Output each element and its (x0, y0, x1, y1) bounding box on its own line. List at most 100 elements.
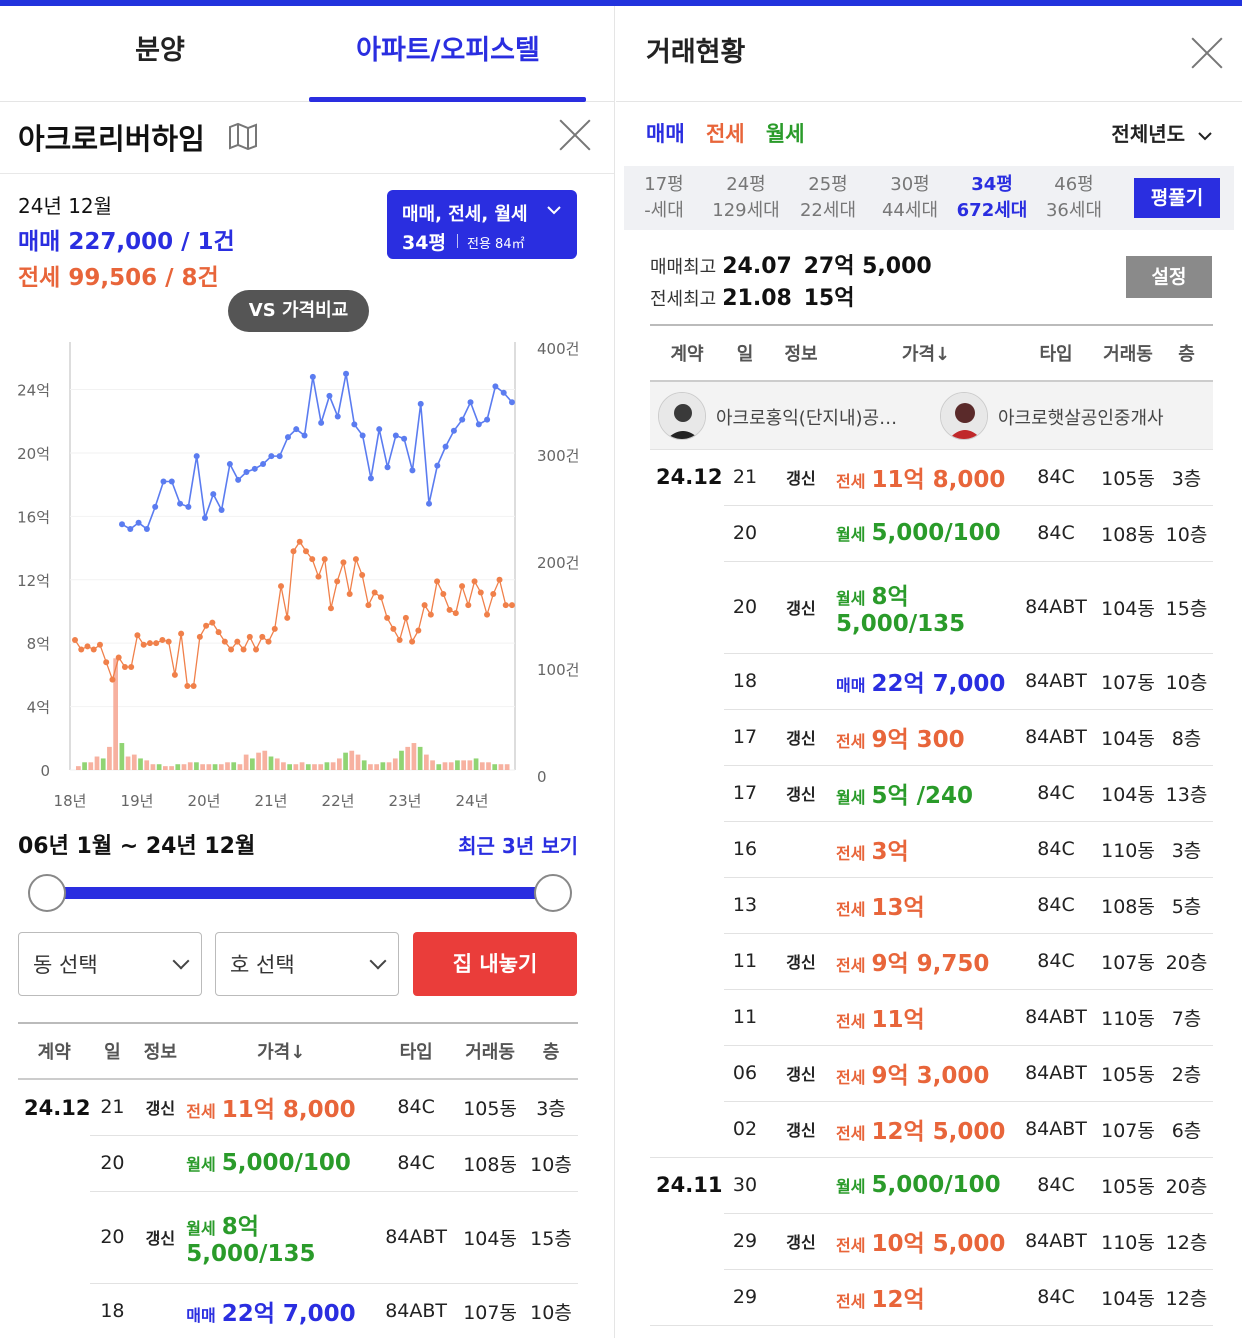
floor-cell: 20층 (1160, 933, 1213, 990)
col-price[interactable]: 가격↓ (836, 325, 1016, 382)
agent-avatar[interactable] (658, 392, 706, 440)
sale-point (484, 416, 491, 423)
table-row[interactable]: 20 월세 5,000/100 84C 108동 10층 (650, 505, 1213, 562)
table-row[interactable]: 20 월세 5,000/100 84C 108동 10층 (18, 1135, 578, 1192)
agent-name-2[interactable]: 아크로햇살공인중개사 (998, 408, 1164, 429)
slider-start-handle[interactable] (28, 874, 66, 912)
col-type[interactable]: 타입 (376, 1023, 457, 1080)
price-cell: 매매 22억 7,000 (186, 1283, 377, 1338)
selector-divider (457, 234, 458, 248)
close-icon[interactable] (558, 118, 592, 152)
table-row[interactable]: 11 갱신 전세 9억 9,750 84C 107동 20층 (650, 933, 1213, 990)
col-day[interactable]: 일 (724, 325, 766, 382)
table-row[interactable]: 18 매매 22억 7,000 84ABT 107동 10층 (18, 1283, 578, 1338)
volume-bar (131, 754, 137, 770)
table-row[interactable]: 06 갱신 전세 9억 3,000 84ABT 105동 2층 (650, 1045, 1213, 1102)
info-cell: 갱신 (766, 1045, 836, 1102)
table-row[interactable]: 11 전세 11억 84ABT 110동 7층 (650, 989, 1213, 1046)
volume-bar (194, 762, 199, 770)
size-tab[interactable]: 17평 -세대 (624, 172, 704, 224)
ho-select[interactable]: 호 선택 (215, 932, 399, 996)
size-tab[interactable]: 25평 22세대 (788, 172, 868, 224)
col-price[interactable]: 가격↓ (186, 1023, 377, 1080)
col-info[interactable]: 정보 (134, 1023, 187, 1080)
rent-point (171, 671, 178, 678)
close-icon[interactable] (1190, 36, 1224, 70)
agent-avatar[interactable] (940, 392, 988, 440)
table-row[interactable]: 24.12 21 갱신 전세 11억 8,000 84C 105동 3층 (650, 449, 1213, 506)
max-sale-date: 24.07 (722, 254, 792, 279)
col-dong[interactable]: 거래동 (1096, 325, 1160, 382)
tab-apartment[interactable]: 아파트/오피스텔 (356, 35, 540, 66)
rent-point (452, 610, 459, 617)
size-tab[interactable]: 46평 36세대 (1034, 172, 1114, 224)
period-slider[interactable] (28, 874, 572, 912)
trade-kind: 월세 (836, 1177, 866, 1196)
table-row[interactable]: 02 갱신 전세 12억 5,000 84ABT 107동 6층 (650, 1101, 1213, 1158)
volume-bar (169, 766, 174, 770)
col-dong[interactable]: 거래동 (456, 1023, 525, 1080)
type-cell: 84C (376, 1079, 457, 1136)
dong-select[interactable]: 동 선택 (18, 932, 202, 996)
vs-compare-button[interactable]: VS 가격비교 (228, 290, 369, 332)
table-row[interactable]: 29 전세 12억 84C 104동 12층 (650, 1269, 1213, 1326)
pyeong-expand-button[interactable]: 평풀기 (1134, 178, 1220, 218)
rent-point (352, 556, 359, 563)
table-row[interactable]: 16 전세 3억 84C 110동 3층 (650, 821, 1213, 878)
table-row[interactable]: 20 갱신 월세 8억 5,000/135 84ABT 104동 15층 (18, 1191, 578, 1284)
info-cell: 갱신 (134, 1191, 187, 1284)
trade-kind: 월세 (836, 589, 866, 608)
rent-point (178, 630, 185, 637)
table-row[interactable]: 24.11 30 월세 5,000/100 84C 105동 20층 (650, 1157, 1213, 1214)
volume-bar (94, 756, 100, 770)
col-contract[interactable]: 계약 (18, 1023, 91, 1080)
col-type[interactable]: 타입 (1016, 325, 1096, 382)
filter-jeonse[interactable]: 전세 (705, 122, 745, 146)
rent-point (196, 633, 203, 640)
filter-sale[interactable]: 매매 (646, 122, 685, 146)
selector-types: 매매, 전세, 월세 (402, 204, 528, 225)
slider-end-handle[interactable] (534, 874, 572, 912)
volume-bar (268, 756, 274, 770)
col-day[interactable]: 일 (90, 1023, 135, 1080)
price-cell: 월세 5,000/100 (836, 1157, 1016, 1214)
col-contract[interactable]: 계약 (650, 325, 724, 382)
settings-button[interactable]: 설정 (1126, 256, 1212, 298)
table-row[interactable]: 13 전세 13억 84C 108동 5층 (650, 877, 1213, 934)
col-floor[interactable]: 층 (1160, 325, 1213, 382)
trade-kind: 전세 (836, 1124, 866, 1143)
sale-point (284, 434, 291, 441)
size-tab[interactable]: 34평 672세대 (952, 172, 1032, 224)
volume-bar (256, 752, 261, 770)
table-row[interactable]: 18 매매 22억 7,000 84ABT 107동 10층 (650, 653, 1213, 710)
table-row[interactable]: 20 갱신 월세 8억 5,000/135 84ABT 104동 15층 (650, 561, 1213, 654)
size-tab[interactable]: 24평 129세대 (706, 172, 786, 224)
volume-bar (504, 764, 510, 770)
table-row[interactable]: 29 갱신 전세 10억 5,000 84ABT 110동 12층 (650, 1213, 1213, 1270)
table-row[interactable]: 24.12 21 갱신 전세 11억 8,000 84C 105동 3층 (18, 1079, 578, 1136)
col-floor[interactable]: 층 (524, 1023, 578, 1080)
agent-name-1[interactable]: 아크로홍익(단지내)공… (716, 408, 898, 429)
col-info[interactable]: 정보 (766, 325, 836, 382)
price-cell: 전세 13억 (836, 877, 1016, 934)
table-row[interactable]: 17 갱신 전세 9억 300 84ABT 104동 8층 (650, 709, 1213, 766)
selector-pyeong: 34평 (402, 232, 446, 254)
max-rent-label: 전세최고 (650, 289, 717, 310)
size-tab[interactable]: 30평 44세대 (870, 172, 950, 224)
type-size-selector[interactable]: 매매, 전세, 월세 34평 전용 84㎡ (387, 190, 577, 259)
filter-wolse[interactable]: 월세 (765, 122, 805, 146)
tab-presale[interactable]: 분양 (135, 35, 185, 66)
volume-bar (293, 764, 299, 770)
max-sale-row: 매매최고 24.07 27억 5,000 (650, 248, 932, 280)
trade-kind: 월세 (836, 788, 866, 807)
map-icon[interactable] (228, 122, 258, 150)
volume-bar (262, 750, 268, 770)
year-select[interactable]: 전체년도 (1111, 118, 1212, 147)
recent-3y-link[interactable]: 최근 3년 보기 (458, 834, 578, 858)
chevron-down-icon (369, 952, 387, 970)
list-house-button[interactable]: 집 내놓기 (413, 932, 577, 996)
day-cell: 17 (724, 709, 766, 766)
y-left-tick: 8억 (27, 635, 50, 653)
price-cell: 월세 5,000/100 (186, 1135, 377, 1192)
table-row[interactable]: 17 갱신 월세 5억 /240 84C 104동 13층 (650, 765, 1213, 822)
